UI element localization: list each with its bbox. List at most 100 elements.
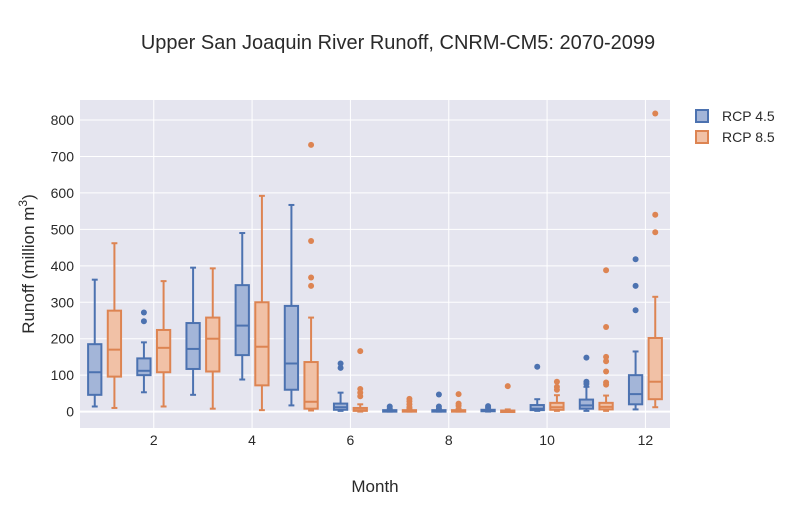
gridlines — [80, 100, 670, 428]
outlier-point — [583, 378, 590, 385]
outlier-point — [337, 360, 344, 367]
box — [332, 360, 349, 412]
outlier-point — [308, 238, 315, 245]
chart-title: Upper San Joaquin River Runoff, CNRM-CM5… — [141, 32, 655, 54]
box — [598, 267, 614, 412]
outlier-point — [652, 211, 659, 218]
x-tick-label: 8 — [445, 432, 453, 448]
outlier-point — [603, 368, 610, 375]
outlier-point — [603, 267, 610, 274]
outlier-point — [652, 229, 659, 236]
x-tick-label: 4 — [248, 432, 256, 448]
box-body — [205, 316, 221, 373]
outlier-point — [603, 358, 610, 365]
outlier-point — [406, 395, 413, 402]
box — [205, 267, 221, 410]
y-tick-label: 200 — [51, 331, 75, 347]
outlier-point — [632, 256, 639, 263]
box — [450, 391, 467, 413]
box — [185, 266, 201, 396]
y-tick-labels: 0 100 200 300 400 500 600 700 800 — [51, 112, 75, 420]
outlier-point — [308, 141, 315, 148]
box — [155, 280, 172, 408]
outlier-point — [632, 307, 639, 314]
box-body — [155, 328, 172, 374]
outlier-point — [553, 383, 560, 390]
outlier-point — [435, 391, 442, 398]
box — [647, 110, 663, 409]
outlier-point — [534, 363, 541, 370]
box-body — [529, 404, 545, 412]
box — [578, 354, 595, 412]
x-tick-labels: 2 4 6 8 10 12 — [150, 432, 654, 448]
outlier-point — [337, 364, 344, 371]
box — [87, 278, 103, 408]
y-tick-label: 500 — [51, 221, 75, 237]
y-tick-label: 300 — [51, 294, 75, 310]
box-series-rcp85 — [106, 110, 663, 414]
box — [500, 383, 516, 414]
box — [401, 395, 418, 413]
box — [234, 232, 250, 381]
outlier-point — [504, 383, 511, 390]
plot-area — [80, 100, 670, 428]
outlier-point — [308, 282, 315, 289]
box — [431, 391, 447, 413]
outlier-point — [357, 348, 364, 355]
box-body — [578, 398, 595, 410]
x-tick-label: 2 — [150, 432, 158, 448]
legend-swatch — [695, 109, 709, 123]
box — [480, 403, 496, 413]
box-body — [627, 374, 644, 406]
box — [627, 256, 644, 411]
x-tick-label: 10 — [539, 432, 555, 448]
outlier-point — [140, 309, 147, 316]
box-body — [234, 284, 250, 357]
x-axis-title: Month — [351, 477, 398, 496]
box — [352, 348, 368, 413]
box — [303, 141, 319, 412]
y-axis-title-close: ) — [19, 194, 38, 200]
outlier-point — [553, 378, 560, 385]
box-body — [87, 343, 103, 396]
box-series-rcp45 — [87, 203, 644, 413]
legend: RCP 4.5 RCP 8.5 — [695, 108, 775, 145]
box — [254, 194, 270, 412]
outlier-point — [140, 318, 147, 325]
y-axis-title-main: Runoff (million m — [19, 207, 38, 334]
outlier-point — [632, 282, 639, 289]
x-tick-label: 6 — [347, 432, 355, 448]
y-tick-label: 100 — [51, 367, 75, 383]
outlier-point — [485, 403, 492, 410]
box-body — [106, 309, 123, 378]
outlier-point — [603, 324, 610, 331]
box — [283, 203, 300, 407]
outlier-point — [435, 403, 442, 410]
outlier-point — [583, 354, 590, 361]
y-tick-label: 400 — [51, 258, 75, 274]
y-tick-label: 600 — [51, 185, 75, 201]
outlier-point — [308, 274, 315, 281]
legend-label: RCP 8.5 — [722, 129, 775, 145]
y-axis-title-superscript: 3 — [16, 200, 30, 207]
outlier-point — [603, 353, 610, 360]
y-tick-label: 800 — [51, 112, 75, 128]
outlier-point — [386, 403, 393, 410]
box-body — [303, 361, 319, 410]
y-tick-label: 700 — [51, 148, 75, 164]
box-body — [283, 304, 300, 391]
outlier-point — [455, 400, 462, 407]
outlier-point — [603, 379, 610, 386]
y-tick-label: 0 — [66, 404, 74, 420]
box-body — [136, 357, 152, 377]
x-tick-label: 12 — [638, 432, 654, 448]
outlier-point — [455, 391, 462, 398]
box-body — [185, 322, 201, 370]
legend-label: RCP 4.5 — [722, 108, 775, 124]
box — [529, 363, 545, 412]
box — [549, 378, 565, 412]
box — [136, 309, 152, 394]
outlier-point — [357, 386, 364, 393]
box — [106, 242, 123, 409]
